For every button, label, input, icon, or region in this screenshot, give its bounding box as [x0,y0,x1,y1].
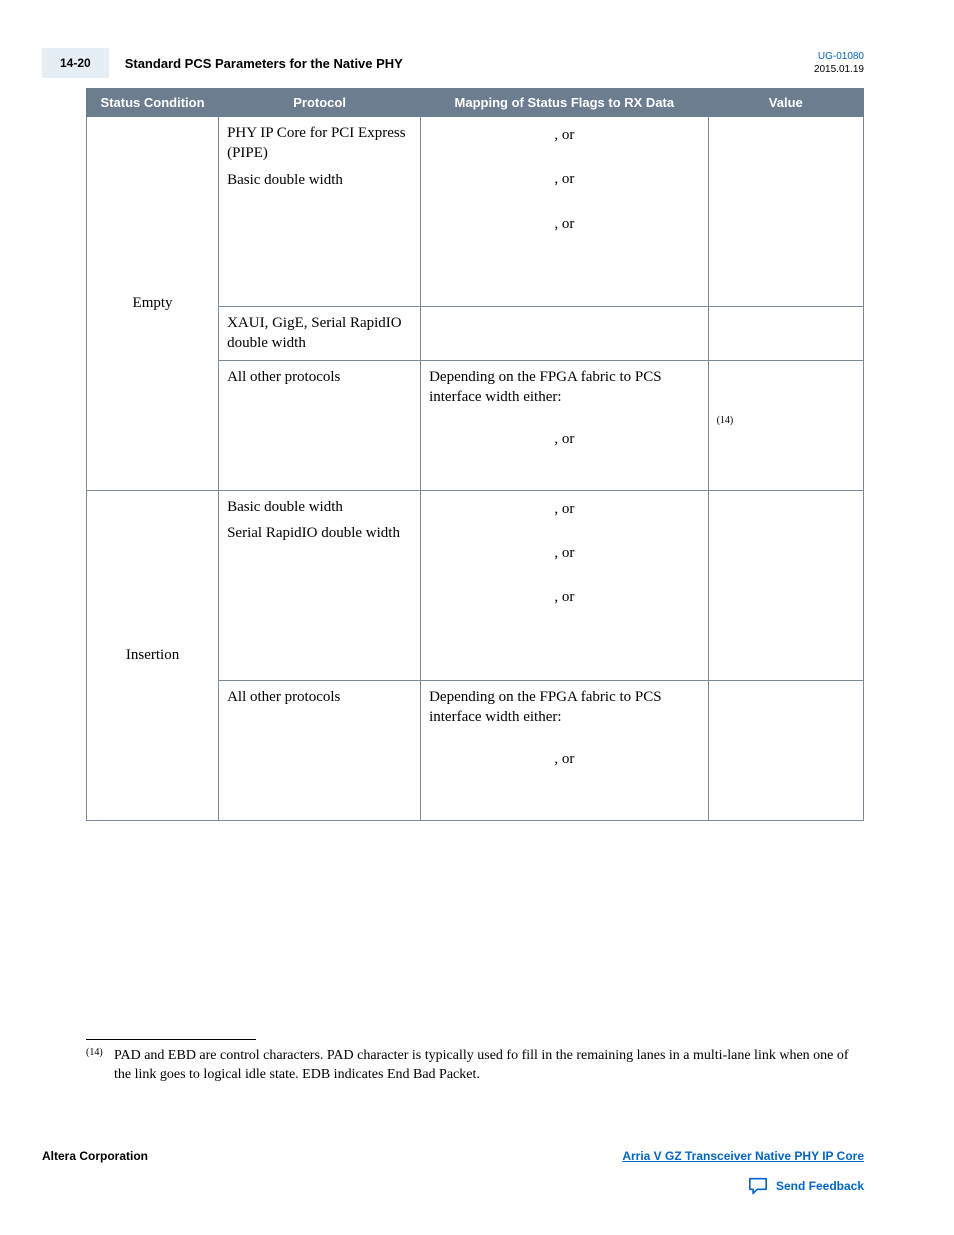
value-cell [708,307,863,361]
col-status: Status Condition [87,89,219,117]
col-protocol: Protocol [219,89,421,117]
mapping-cell: , or , or , or [421,117,708,307]
doc-date: 2015.01.19 [814,64,864,75]
table-row: Insertion Basic double width Serial Rapi… [87,490,864,680]
footnote-ref: (14) [717,415,734,426]
or-text: , or [429,125,699,145]
feedback-icon [748,1177,768,1195]
or-text: , or [429,499,699,519]
status-cell-insertion: Insertion [87,490,219,820]
doc-meta: UG-01080 2015.01.19 [814,50,864,77]
mapping-cell: Depending on the FPGA fabric to PCS inte… [421,680,708,820]
or-text: , or [429,749,699,769]
protocol-cell: XAUI, GigE, Serial RapidIO double width [219,307,421,361]
protocol-line: Serial RapidIO double width [227,523,412,543]
value-cell [708,117,863,307]
footnote-mark: (14) [86,1046,108,1085]
value-cell [708,490,863,680]
mapping-cell [421,307,708,361]
section-title: Standard PCS Parameters for the Native P… [125,56,814,71]
status-cell-empty: Empty [87,117,219,491]
or-text: , or [429,214,699,234]
value-cell [708,680,863,820]
or-text: , or [429,169,699,189]
page-number-badge: 14-20 [42,48,109,78]
col-mapping: Mapping of Status Flags to RX Data [421,89,708,117]
page-header: 14-20 Standard PCS Parameters for the Na… [42,48,864,78]
protocol-cell: All other protocols [219,680,421,820]
value-cell: (14) [708,360,863,490]
mapping-intro: Depending on the FPGA fabric to PCS inte… [429,687,699,728]
protocol-line: PHY IP Core for PCI Express (PIPE) [227,123,412,164]
protocol-cell: All other protocols [219,360,421,490]
mapping-intro: Depending on the FPGA fabric to PCS inte… [429,367,699,408]
footnote-text: PAD and EBD are control characters. PAD … [114,1046,864,1085]
table-row: Empty PHY IP Core for PCI Express (PIPE)… [87,117,864,307]
or-text: , or [429,543,699,563]
col-value: Value [708,89,863,117]
parameters-table: Status Condition Protocol Mapping of Sta… [86,88,864,821]
page-footer: Altera Corporation Arria V GZ Transceive… [42,1149,864,1195]
doc-id-link[interactable]: UG-01080 [818,51,864,62]
mapping-cell: , or , or , or [421,490,708,680]
protocol-line: Basic double width [227,170,412,190]
send-feedback-link[interactable]: Send Feedback [776,1179,864,1193]
mapping-cell: Depending on the FPGA fabric to PCS inte… [421,360,708,490]
footnote-separator [86,1039,256,1040]
table-header-row: Status Condition Protocol Mapping of Sta… [87,89,864,117]
protocol-cell: PHY IP Core for PCI Express (PIPE) Basic… [219,117,421,307]
footnote: (14) PAD and EBD are control characters.… [86,1046,864,1085]
footer-company: Altera Corporation [42,1149,148,1163]
or-text: , or [429,587,699,607]
protocol-line: Basic double width [227,497,412,517]
footer-doc-link[interactable]: Arria V GZ Transceiver Native PHY IP Cor… [622,1149,864,1163]
protocol-cell: Basic double width Serial RapidIO double… [219,490,421,680]
or-text: , or [429,429,699,449]
